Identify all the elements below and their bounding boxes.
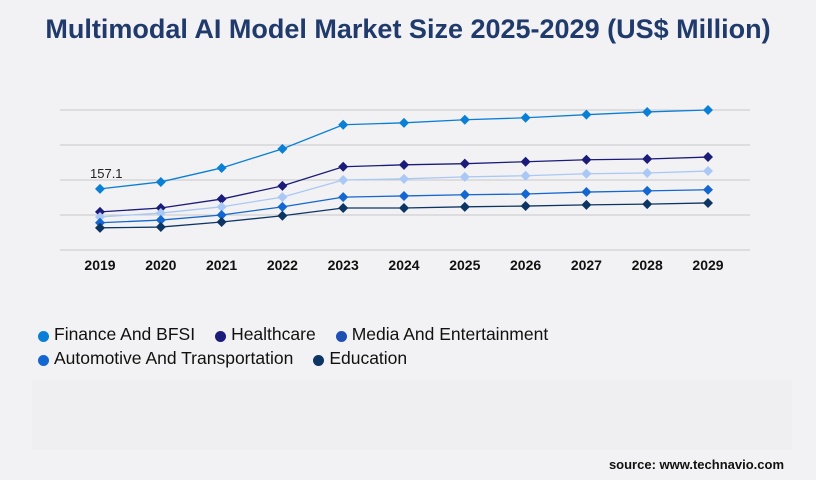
legend-marker-icon	[335, 330, 347, 342]
data-point	[216, 210, 227, 220]
data-point	[338, 161, 349, 172]
data-point	[95, 217, 105, 228]
data-point	[216, 201, 227, 212]
data-point	[642, 199, 653, 210]
data-point	[520, 112, 531, 123]
x-tick-label: 2028	[632, 257, 663, 273]
x-tick-label: 2020	[145, 257, 176, 273]
data-point	[277, 180, 288, 191]
data-point	[459, 201, 470, 212]
x-tick-label: 2029	[692, 257, 723, 273]
legend-label: Automotive And Transportation	[54, 347, 294, 368]
legend-marker-icon	[38, 354, 49, 366]
legend-label: Healthcare	[231, 323, 316, 344]
legend-item: Healthcare	[215, 324, 316, 345]
data-point	[399, 190, 409, 201]
data-point	[155, 208, 166, 219]
data-point	[703, 166, 713, 177]
data-point	[642, 154, 653, 164]
data-point	[520, 201, 531, 212]
legend-marker-icon	[313, 354, 325, 366]
data-point	[581, 154, 592, 165]
data-point	[155, 215, 166, 226]
data-point	[459, 158, 470, 169]
legend-item: Finance And BFSI	[38, 324, 195, 345]
data-point	[155, 222, 166, 233]
data-point	[95, 222, 105, 233]
legend-item: Media And Entertainment	[335, 323, 549, 345]
x-tick-label: 2025	[449, 257, 480, 273]
data-point	[277, 192, 288, 203]
data-point	[338, 203, 349, 213]
x-tick-label: 2026	[510, 257, 541, 273]
chart-title: Multimodal AI Model Market Size 2025-202…	[45, 14, 771, 44]
data-point	[277, 201, 288, 212]
data-point	[399, 159, 409, 170]
data-point	[155, 176, 166, 187]
data-point	[399, 173, 409, 184]
data-point	[520, 189, 531, 199]
legend-marker-icon	[215, 330, 227, 342]
data-point	[581, 199, 592, 210]
data-point	[459, 189, 470, 200]
data-point	[703, 152, 713, 163]
data-point	[338, 119, 349, 130]
line-chart: 2019 2020 2021 2022 2023 2024 2025 2026 2027 2028…	[60, 105, 750, 273]
data-point	[216, 194, 227, 205]
data-point	[95, 206, 105, 217]
data-point	[703, 197, 713, 208]
data-point	[155, 203, 166, 213]
legend-marker-icon	[38, 330, 49, 342]
data-point	[338, 192, 349, 203]
data-point	[703, 184, 713, 195]
data-point	[399, 117, 409, 128]
data-point	[338, 175, 349, 185]
data-point	[520, 156, 531, 167]
data-point	[216, 217, 227, 227]
data-point	[642, 185, 653, 196]
legend-label: Education	[329, 347, 408, 368]
data-point	[95, 211, 105, 222]
legend-label: Media And Entertainment	[351, 323, 549, 344]
lower-panel	[32, 380, 792, 450]
x-tick-label: 2021	[206, 257, 237, 273]
data-point	[581, 187, 592, 198]
data-point	[459, 114, 470, 125]
data-point	[399, 203, 409, 213]
x-tick-label: 2019	[84, 257, 115, 273]
data-point	[277, 210, 288, 221]
x-tick-label: 2023	[328, 257, 359, 273]
data-point	[642, 168, 653, 178]
data-point	[581, 168, 592, 179]
data-label: 157.1	[90, 166, 123, 181]
data-point	[216, 162, 227, 173]
x-tick-label: 2024	[388, 257, 419, 273]
legend-item: Education	[313, 348, 407, 369]
legend-label: Finance And BFSI	[54, 323, 196, 344]
data-point	[520, 170, 531, 181]
data-point	[277, 143, 288, 154]
data-point	[642, 106, 653, 117]
x-tick-label: 2027	[571, 257, 602, 273]
data-point	[581, 109, 592, 120]
legend-item: Automotive And Transportation	[38, 348, 293, 369]
x-tick-label: 2022	[267, 257, 298, 273]
data-point	[703, 105, 713, 115]
source-text: source: www.technavio.com	[608, 457, 784, 472]
legend: Finance And BFSI Healthcare Media And Ente…	[38, 322, 548, 370]
data-point	[95, 183, 105, 194]
data-point	[459, 171, 470, 182]
